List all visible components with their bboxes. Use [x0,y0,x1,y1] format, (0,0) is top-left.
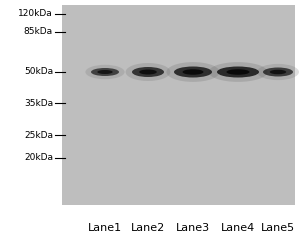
Text: Lane3: Lane3 [176,223,210,233]
Text: Lane1: Lane1 [88,223,122,233]
Ellipse shape [174,67,212,78]
Ellipse shape [126,63,170,81]
Ellipse shape [226,69,250,75]
Ellipse shape [217,67,259,78]
Ellipse shape [86,65,125,79]
Ellipse shape [91,68,119,76]
Text: 20kDa: 20kDa [24,153,53,163]
Text: 85kDa: 85kDa [24,27,53,37]
Ellipse shape [167,62,219,82]
Bar [62,5,295,205]
Ellipse shape [209,62,267,82]
Ellipse shape [183,69,203,75]
Ellipse shape [132,67,164,77]
Text: 35kDa: 35kDa [24,99,53,108]
Text: 25kDa: 25kDa [24,131,53,140]
Ellipse shape [257,64,299,80]
Text: Lane4: Lane4 [221,223,255,233]
Ellipse shape [97,70,113,74]
Text: Lane5: Lane5 [261,223,295,233]
Ellipse shape [270,70,286,74]
Ellipse shape [263,68,293,77]
Ellipse shape [139,70,157,75]
Text: 50kDa: 50kDa [24,68,53,77]
Text: Lane2: Lane2 [131,223,165,233]
Text: 120kDa: 120kDa [18,10,53,18]
